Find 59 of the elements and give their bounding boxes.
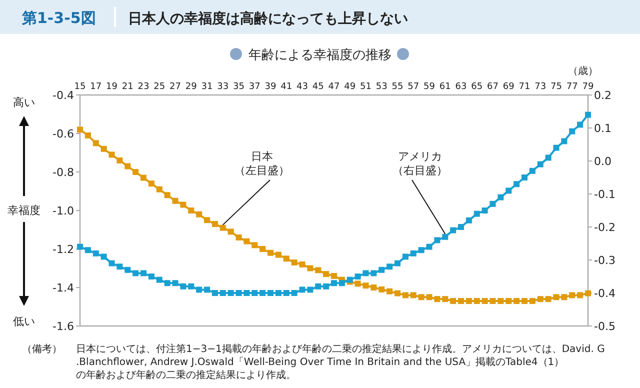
x-tick-label: 75 bbox=[550, 82, 562, 92]
x-tick-label: 57 bbox=[408, 82, 420, 92]
y2-tick-label: -0.2 bbox=[594, 221, 616, 234]
y-tick-label: -0.4 bbox=[52, 89, 74, 102]
text: 低い bbox=[13, 315, 35, 328]
y2-tick-label: -0.3 bbox=[594, 254, 616, 267]
y-tick-label: -0.6 bbox=[52, 128, 74, 140]
x-tick-label: 15 bbox=[74, 82, 86, 92]
x-axis-title: （歳） bbox=[568, 65, 598, 77]
x-tick-label: 71 bbox=[518, 82, 530, 92]
text: （備考） bbox=[22, 343, 62, 355]
y2-tick-label: -0.5 bbox=[594, 320, 616, 333]
x-tick-label: 39 bbox=[264, 82, 276, 92]
x-tick-label: 55 bbox=[392, 82, 404, 92]
x-tick-label: 29 bbox=[185, 82, 198, 92]
x-tick-label: 19 bbox=[106, 82, 118, 92]
y-tick-label: -1.2 bbox=[52, 243, 74, 256]
x-tick-label: 17 bbox=[90, 82, 102, 92]
x-tick-label: 23 bbox=[138, 82, 150, 92]
x-tick-label: 41 bbox=[280, 82, 292, 92]
y2-tick-label: -0.1 bbox=[594, 188, 616, 201]
text: 高い bbox=[13, 96, 35, 109]
y2-tick-label: 0.0 bbox=[594, 155, 612, 168]
x-tick-label: 43 bbox=[296, 82, 308, 92]
x-tick-label: 65 bbox=[471, 82, 483, 92]
y-tick-label: -1.4 bbox=[52, 282, 74, 294]
chart-title: 日本人の幸福度は高齢になっても上昇しない bbox=[128, 10, 408, 27]
text: 日本（左目盛） bbox=[234, 150, 290, 177]
x-tick-label: 31 bbox=[201, 82, 213, 92]
x-tick-label: 59 bbox=[424, 82, 436, 92]
x-tick-label: 61 bbox=[439, 82, 451, 92]
x-tick-label: 79 bbox=[582, 82, 594, 92]
chart-subtitle: 年齢による幸福度の推移 bbox=[248, 47, 392, 63]
text: 日本については、付注第1−3−1掲載の年齢および年齢の二乗の推定結果により作成。アメリカについては、David. G.Blanchflower, Andrew J.Oswald「Well-Being Over Time In Britain and the USA」掲載のTable4（1）の年齢および年齢の二乗の推定結果により作成。 bbox=[76, 343, 605, 381]
y-tick-label: -1.6 bbox=[52, 320, 74, 333]
x-tick-label: 35 bbox=[233, 82, 244, 92]
x-tick-label: 63 bbox=[455, 82, 467, 92]
x-tick-label: 25 bbox=[154, 82, 166, 92]
y-tick-label: -0.8 bbox=[52, 166, 74, 179]
y2-tick-label: 0.2 bbox=[594, 89, 612, 102]
x-tick-label: 73 bbox=[534, 82, 546, 92]
x-tick-label: 47 bbox=[328, 82, 340, 92]
text: アメリカ（右目盛） bbox=[392, 150, 448, 177]
y-axis-title: 幸福度 bbox=[8, 204, 40, 217]
y2-tick-label: 0.1 bbox=[594, 122, 612, 135]
x-tick-label: 45 bbox=[312, 82, 324, 92]
y-tick-label: -1.0 bbox=[52, 204, 74, 218]
text: 第1-3-5図 bbox=[21, 9, 96, 27]
y2-tick-label: -0.4 bbox=[594, 287, 616, 300]
x-tick-label: 37 bbox=[248, 82, 260, 92]
x-tick-label: 77 bbox=[566, 82, 578, 92]
x-tick-label: 21 bbox=[122, 82, 134, 92]
x-tick-label: 33 bbox=[217, 82, 229, 92]
x-tick-label: 49 bbox=[344, 82, 356, 92]
x-tick-label: 69 bbox=[502, 82, 515, 92]
x-tick-label: 53 bbox=[376, 82, 388, 92]
x-tick-label: 51 bbox=[360, 82, 372, 92]
x-tick-label: 67 bbox=[487, 82, 498, 92]
x-tick-label: 27 bbox=[170, 82, 181, 92]
